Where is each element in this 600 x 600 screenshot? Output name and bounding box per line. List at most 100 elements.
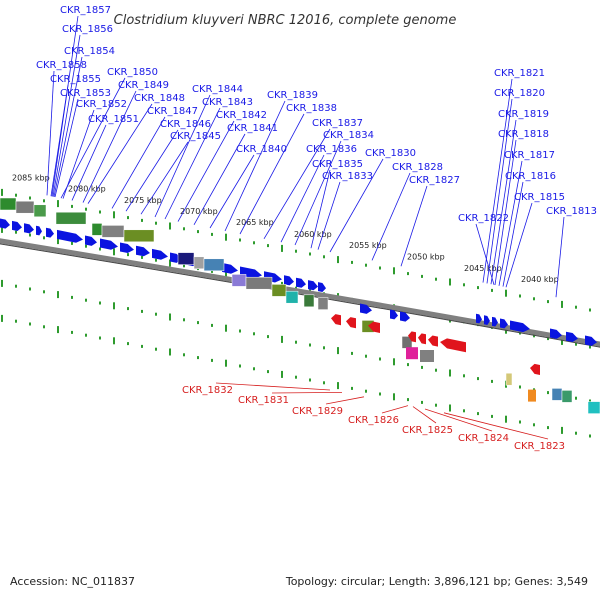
forward-gene-label: CKR_1819 — [498, 109, 549, 120]
label-leader — [475, 223, 495, 285]
forward-gene-label: CKR_1827 — [409, 175, 460, 186]
reverse-gene-label: CKR_1823 — [514, 441, 565, 452]
forward-gene-arrow — [566, 331, 578, 343]
kbp-label: 2070 kbp — [180, 207, 218, 216]
label-leader — [263, 128, 331, 240]
label-leader — [294, 140, 342, 246]
forward-gene-label: CKR_1838 — [286, 103, 337, 114]
label-leader — [271, 392, 343, 394]
kbp-label: 2055 kbp — [349, 241, 387, 250]
forward-gene-label: CKR_1848 — [134, 93, 185, 104]
match-block — [55, 211, 87, 225]
label-leader — [53, 56, 83, 197]
forward-gene-arrow — [318, 282, 326, 292]
match-block — [587, 401, 600, 414]
forward-gene-label: CKR_1853 — [60, 88, 111, 99]
label-leader — [82, 90, 137, 203]
label-leader — [482, 78, 513, 283]
reverse-gene-arrow — [408, 331, 416, 343]
forward-gene-label: CKR_1828 — [392, 162, 443, 173]
forward-gene-label: CKR_1840 — [236, 144, 287, 155]
reverse-gene-arrow — [530, 363, 540, 375]
kbp-label: 2085 kbp — [12, 173, 50, 182]
forward-gene-arrow — [152, 248, 168, 260]
forward-gene-arrow — [85, 235, 97, 246]
label-leader — [193, 133, 246, 225]
label-leader — [400, 185, 428, 267]
reverse-gene-label: CKR_1826 — [348, 415, 399, 426]
forward-gene-label: CKR_1849 — [118, 80, 169, 91]
forward-gene-arrow — [12, 220, 22, 231]
reverse-gene-arrow — [440, 338, 466, 353]
forward-gene-arrow — [585, 335, 597, 346]
genome-stats-text: Topology: circular; Length: 3,896,121 bp… — [285, 575, 588, 588]
label-leader — [381, 405, 409, 414]
match-block — [561, 390, 573, 403]
map-title: Clostridium kluyveri NBRC 12016, complet… — [114, 13, 457, 28]
backbone-shadow — [0, 243, 600, 348]
reverse-gene-label: CKR_1829 — [292, 406, 343, 417]
forward-gene-label: CKR_1843 — [202, 97, 253, 108]
forward-gene-label: CKR_1837 — [312, 118, 363, 129]
forward-gene-label: CKR_1845 — [170, 131, 221, 142]
forward-gene-label: CKR_1818 — [498, 129, 549, 140]
forward-gene-arrow — [24, 223, 34, 234]
match-block — [317, 297, 329, 310]
forward-gene-arrow — [284, 275, 294, 286]
forward-gene-arrow — [476, 313, 482, 324]
forward-gene-arrow — [0, 218, 10, 229]
forward-gene-arrow — [400, 311, 410, 322]
label-leader — [60, 77, 126, 199]
label-leader — [505, 202, 533, 288]
kbp-label: 2050 kbp — [407, 252, 445, 261]
match-block — [203, 258, 225, 272]
forward-gene-label: CKR_1816 — [505, 171, 556, 182]
forward-gene-label: CKR_1852 — [76, 99, 127, 110]
forward-gene-label: CKR_1842 — [216, 110, 267, 121]
match-block — [123, 229, 155, 243]
match-block — [245, 276, 273, 290]
match-block — [101, 225, 125, 238]
match-block — [303, 294, 315, 308]
reverse-gene-arrow — [428, 335, 438, 347]
gene-features — [0, 197, 600, 414]
forward-gene-arrow — [36, 225, 42, 236]
kbp-label: 2060 kbp — [294, 230, 332, 239]
kbp-ticks: 2085 kbp 2080 kbp 2075 kbp 2070 kbp 2065 kbp… — [1, 173, 591, 438]
forward-gene-arrow — [308, 280, 318, 291]
match-block — [177, 252, 195, 265]
label-leader — [371, 172, 411, 261]
forward-gene-label: CKR_1850 — [107, 67, 158, 78]
label-leader — [46, 70, 55, 196]
forward-gene-arrow — [222, 262, 238, 274]
forward-gene-label: CKR_1855 — [50, 74, 101, 85]
kbp-label: 2040 kbp — [521, 275, 559, 284]
match-block — [551, 388, 563, 401]
forward-gene-label: CKR_1847 — [147, 106, 198, 117]
label-leader — [154, 94, 211, 218]
label-leader — [87, 103, 153, 204]
reverse-gene-arrow — [368, 321, 380, 333]
match-block — [231, 274, 247, 287]
label-leader — [50, 84, 69, 197]
match-block — [0, 197, 17, 211]
reverse-gene-label: CKR_1824 — [458, 433, 509, 444]
forward-gene-label: CKR_1846 — [160, 119, 211, 130]
forward-gene-arrow — [100, 238, 118, 250]
label-leader — [111, 116, 166, 209]
match-block — [15, 200, 35, 214]
forward-gene-arrow — [510, 320, 530, 333]
kbp-label: 2045 kbp — [464, 264, 502, 273]
match-block — [193, 256, 205, 270]
reverse-gene-arrow — [331, 314, 341, 326]
label-leader — [494, 139, 517, 286]
forward-gene-label: CKR_1815 — [514, 192, 565, 203]
label-leader — [498, 160, 523, 286]
forward-gene-label: CKR_1839 — [267, 90, 318, 101]
reverse-gene-arrow — [346, 317, 356, 329]
label-leader — [224, 100, 286, 232]
label-leader — [412, 406, 437, 424]
forward-gene-label: CKR_1854 — [64, 46, 115, 57]
label-leader — [71, 124, 107, 201]
